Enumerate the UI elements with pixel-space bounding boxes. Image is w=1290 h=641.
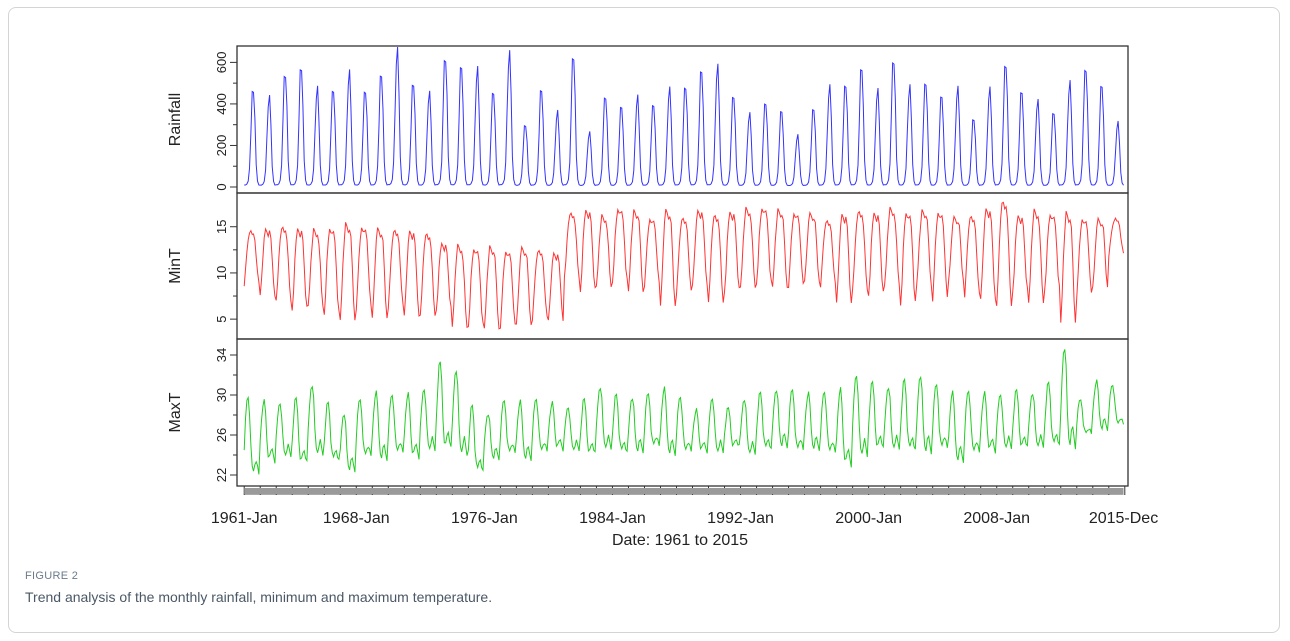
panels-layer: 0 200 400 600 Rainfall 5 10 15 MinT 22 26 30 34 MaxT	[167, 45, 1129, 487]
panel-mint: 5 10 15 MinT	[167, 192, 1129, 340]
y-tick-label: 5	[214, 316, 229, 323]
x-axis: 1961-Jan 1968-Jan 1976-Jan 1984-Jan 1992-Jan…	[211, 486, 1158, 527]
y-tick-label: 600	[214, 52, 229, 74]
y-axis-title: MinT	[167, 248, 184, 284]
y-tick-label: 22	[214, 468, 229, 482]
panel-rainfall: 0 200 400 600 Rainfall	[167, 45, 1129, 194]
y-tick-label: 30	[214, 388, 229, 402]
x-tick-label: 1976-Jan	[451, 510, 518, 527]
y-tick-label: 200	[214, 135, 229, 157]
figure-label: FIGURE 2	[25, 570, 79, 582]
panel-maxt: 22 26 30 34 MaxT	[167, 338, 1129, 487]
y-tick-label: 15	[214, 219, 229, 233]
x-tick-label: 2008-Jan	[963, 510, 1030, 527]
figure-caption: Trend analysis of the monthly rainfall, …	[25, 589, 493, 605]
y-tick-label: 400	[214, 93, 229, 115]
panel-box	[236, 45, 1129, 194]
y-tick-label: 0	[214, 183, 229, 190]
x-tick-label: 1968-Jan	[323, 510, 390, 527]
y-axis-title: MaxT	[167, 392, 184, 432]
x-tick-label: 1984-Jan	[579, 510, 646, 527]
panel-box	[236, 338, 1129, 487]
y-tick-label: 10	[214, 266, 229, 280]
x-tick-fill	[244, 488, 1124, 494]
y-axis-title: Rainfall	[167, 93, 184, 146]
series-line-rainfall	[244, 46, 1124, 187]
x-tick-label: 1961-Jan	[211, 510, 278, 527]
panel-box	[236, 192, 1129, 340]
y-tick-label: 26	[214, 428, 229, 442]
y-tick-label: 34	[214, 348, 229, 362]
x-tick-label: 1992-Jan	[707, 510, 774, 527]
x-axis-title: Date: 1961 to 2015	[612, 532, 748, 549]
series-line-mint	[243, 201, 1124, 330]
x-tick-label: 2000-Jan	[835, 510, 902, 527]
x-tick-label: 2015-Dec	[1089, 510, 1158, 527]
chart: 0200400600Rainfall51015MinT22263034MaxT …	[167, 45, 1158, 549]
x-tick-band	[243, 486, 1126, 495]
series-line-maxt	[243, 349, 1124, 475]
